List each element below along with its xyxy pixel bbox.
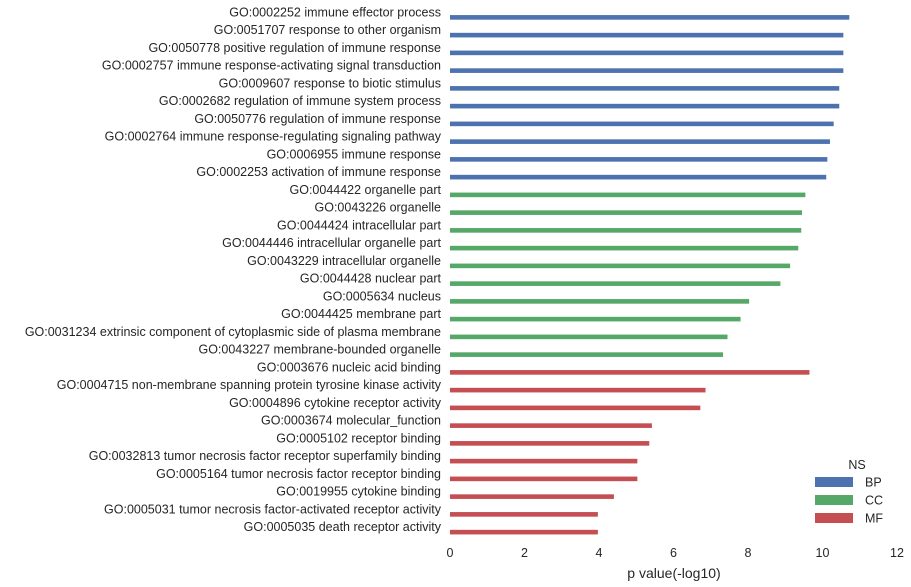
y-tick-label: GO:0044446 intracellular organelle part	[222, 236, 441, 250]
legend-title: NS	[848, 458, 865, 472]
bar-cc-13	[450, 245, 799, 251]
y-tick-label: GO:0005164 tumor necrosis factor recepto…	[156, 467, 441, 481]
y-tick-label: GO:0006955 immune response	[267, 147, 441, 161]
bar-mf-27	[450, 494, 614, 499]
bar-mf-20	[450, 370, 810, 375]
bar-bp-7	[450, 139, 830, 144]
legend-label-bp: BP	[865, 476, 882, 490]
y-tick-label: GO:0043229 intracellular organelle	[247, 254, 441, 268]
legend-label-cc: CC	[865, 494, 883, 508]
bar-cc-15	[450, 281, 781, 286]
bar-cc-12	[450, 228, 802, 233]
bar-bp-1	[450, 32, 844, 38]
bar-mf-29	[450, 529, 598, 535]
bar-cc-18	[450, 334, 728, 340]
legend-swatch-bp	[815, 477, 853, 487]
y-tick-label: GO:0005634 nucleus	[323, 289, 441, 303]
bar-bp-2	[450, 50, 844, 56]
y-tick-label: GO:0043227 membrane-bounded organelle	[198, 343, 441, 357]
legend-label-mf: MF	[865, 512, 883, 526]
x-axis-label: p value(-log10)	[627, 565, 720, 581]
y-tick-label: GO:0002764 immune response-regulating si…	[105, 130, 442, 144]
y-tick-label: GO:0005035 death receptor activity	[244, 520, 442, 534]
bars-layer	[450, 15, 850, 535]
y-tick-label: GO:0009607 response to biotic stimulus	[219, 76, 441, 90]
bar-mf-25	[450, 458, 638, 464]
y-tick-label: GO:0051707 response to other organism	[214, 23, 441, 37]
bar-mf-26	[450, 476, 638, 482]
x-tick-label: 0	[447, 546, 454, 560]
x-tick-label: 4	[596, 546, 603, 560]
y-tick-label: GO:0002682 regulation of immune system p…	[159, 94, 441, 108]
y-tick-label: GO:0019955 cytokine binding	[276, 485, 441, 499]
x-tick-label: 6	[670, 546, 677, 560]
bar-bp-3	[450, 68, 844, 73]
bar-bp-5	[450, 103, 840, 109]
legend-swatch-cc	[815, 495, 853, 505]
y-tick-label: GO:0003674 molecular_function	[261, 414, 441, 428]
bar-mf-23	[450, 423, 652, 428]
x-tick-label: 2	[521, 546, 528, 560]
y-tick-label: GO:0002757 immune response-activating si…	[102, 59, 441, 73]
legend-swatch-mf	[815, 513, 853, 523]
y-tick-label: GO:0044424 intracellular part	[277, 218, 442, 232]
y-tick-label: GO:0005031 tumor necrosis factor-activat…	[104, 502, 442, 516]
y-tick-label: GO:0003676 nucleic acid binding	[257, 360, 441, 374]
bar-cc-10	[450, 192, 806, 198]
y-tick-label: GO:0044422 organelle part	[290, 183, 442, 197]
bar-mf-22	[450, 405, 701, 411]
bar-bp-9	[450, 174, 827, 180]
bar-cc-16	[450, 299, 750, 304]
y-tick-label: GO:0002253 activation of immune response	[196, 165, 441, 179]
bar-cc-17	[450, 316, 741, 322]
x-tick-label: 8	[745, 546, 752, 560]
bar-mf-21	[450, 387, 706, 393]
y-tick-label: GO:0044428 nuclear part	[300, 272, 442, 286]
bar-cc-14	[450, 263, 791, 269]
bar-bp-4	[450, 86, 840, 91]
y-tick-label: GO:0050776 regulation of immune response	[194, 112, 441, 126]
y-tick-label: GO:0004896 cytokine receptor activity	[229, 396, 442, 410]
y-tick-label: GO:0044425 membrane part	[281, 307, 441, 321]
x-tick-labels: 0 2 4 6 8 10 12	[447, 546, 904, 560]
y-tick-labels: GO:0002252 immune effector process GO:005…	[25, 5, 442, 534]
y-tick-label: GO:0005102 receptor binding	[276, 431, 441, 445]
y-tick-label: GO:0004715 non-membrane spanning protein…	[57, 378, 442, 392]
bar-bp-8	[450, 157, 828, 162]
bar-mf-24	[450, 441, 650, 446]
bar-bp-6	[450, 121, 834, 127]
bar-bp-0	[450, 15, 850, 20]
x-tick-label: 10	[816, 546, 830, 560]
bar-mf-28	[450, 512, 598, 517]
y-tick-label: GO:0032813 tumor necrosis factor recepto…	[89, 449, 441, 463]
y-tick-label: GO:0043226 organelle	[315, 201, 442, 215]
bar-cc-11	[450, 210, 803, 215]
y-tick-label: GO:0050778 positive regulation of immune…	[148, 41, 441, 55]
y-tick-label: GO:0031234 extrinsic component of cytopl…	[25, 325, 441, 339]
y-tick-label: GO:0002252 immune effector process	[229, 5, 441, 19]
bar-cc-19	[450, 352, 724, 357]
x-tick-label: 12	[890, 546, 904, 560]
